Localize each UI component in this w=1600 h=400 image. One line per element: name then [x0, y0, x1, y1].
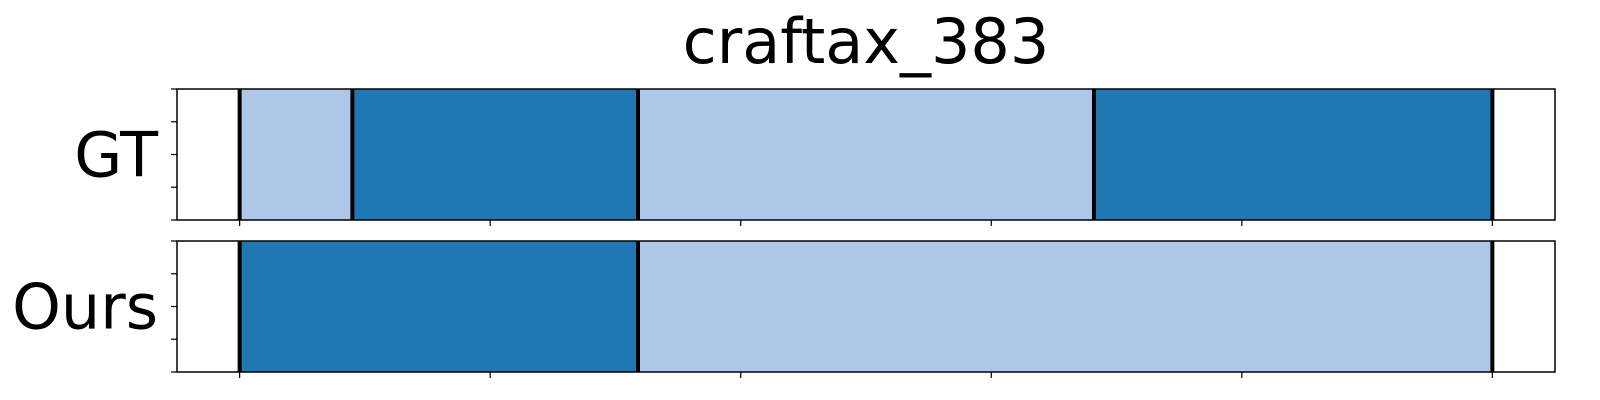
row-label-0: GT — [74, 119, 159, 192]
row-1: Ours — [12, 240, 1556, 378]
rows-layer: GT Ours — [12, 88, 1556, 378]
row-label-1: Ours — [12, 271, 158, 344]
segment-0-3 — [1093, 89, 1493, 220]
segment-0-0 — [239, 89, 353, 220]
segment-1-0 — [239, 241, 639, 372]
chart-title: craftax_383 — [683, 5, 1050, 78]
row-0: GT — [74, 88, 1556, 226]
segment-1-1 — [638, 241, 1493, 372]
segment-0-1 — [352, 89, 639, 220]
segment-0-2 — [638, 89, 1094, 220]
